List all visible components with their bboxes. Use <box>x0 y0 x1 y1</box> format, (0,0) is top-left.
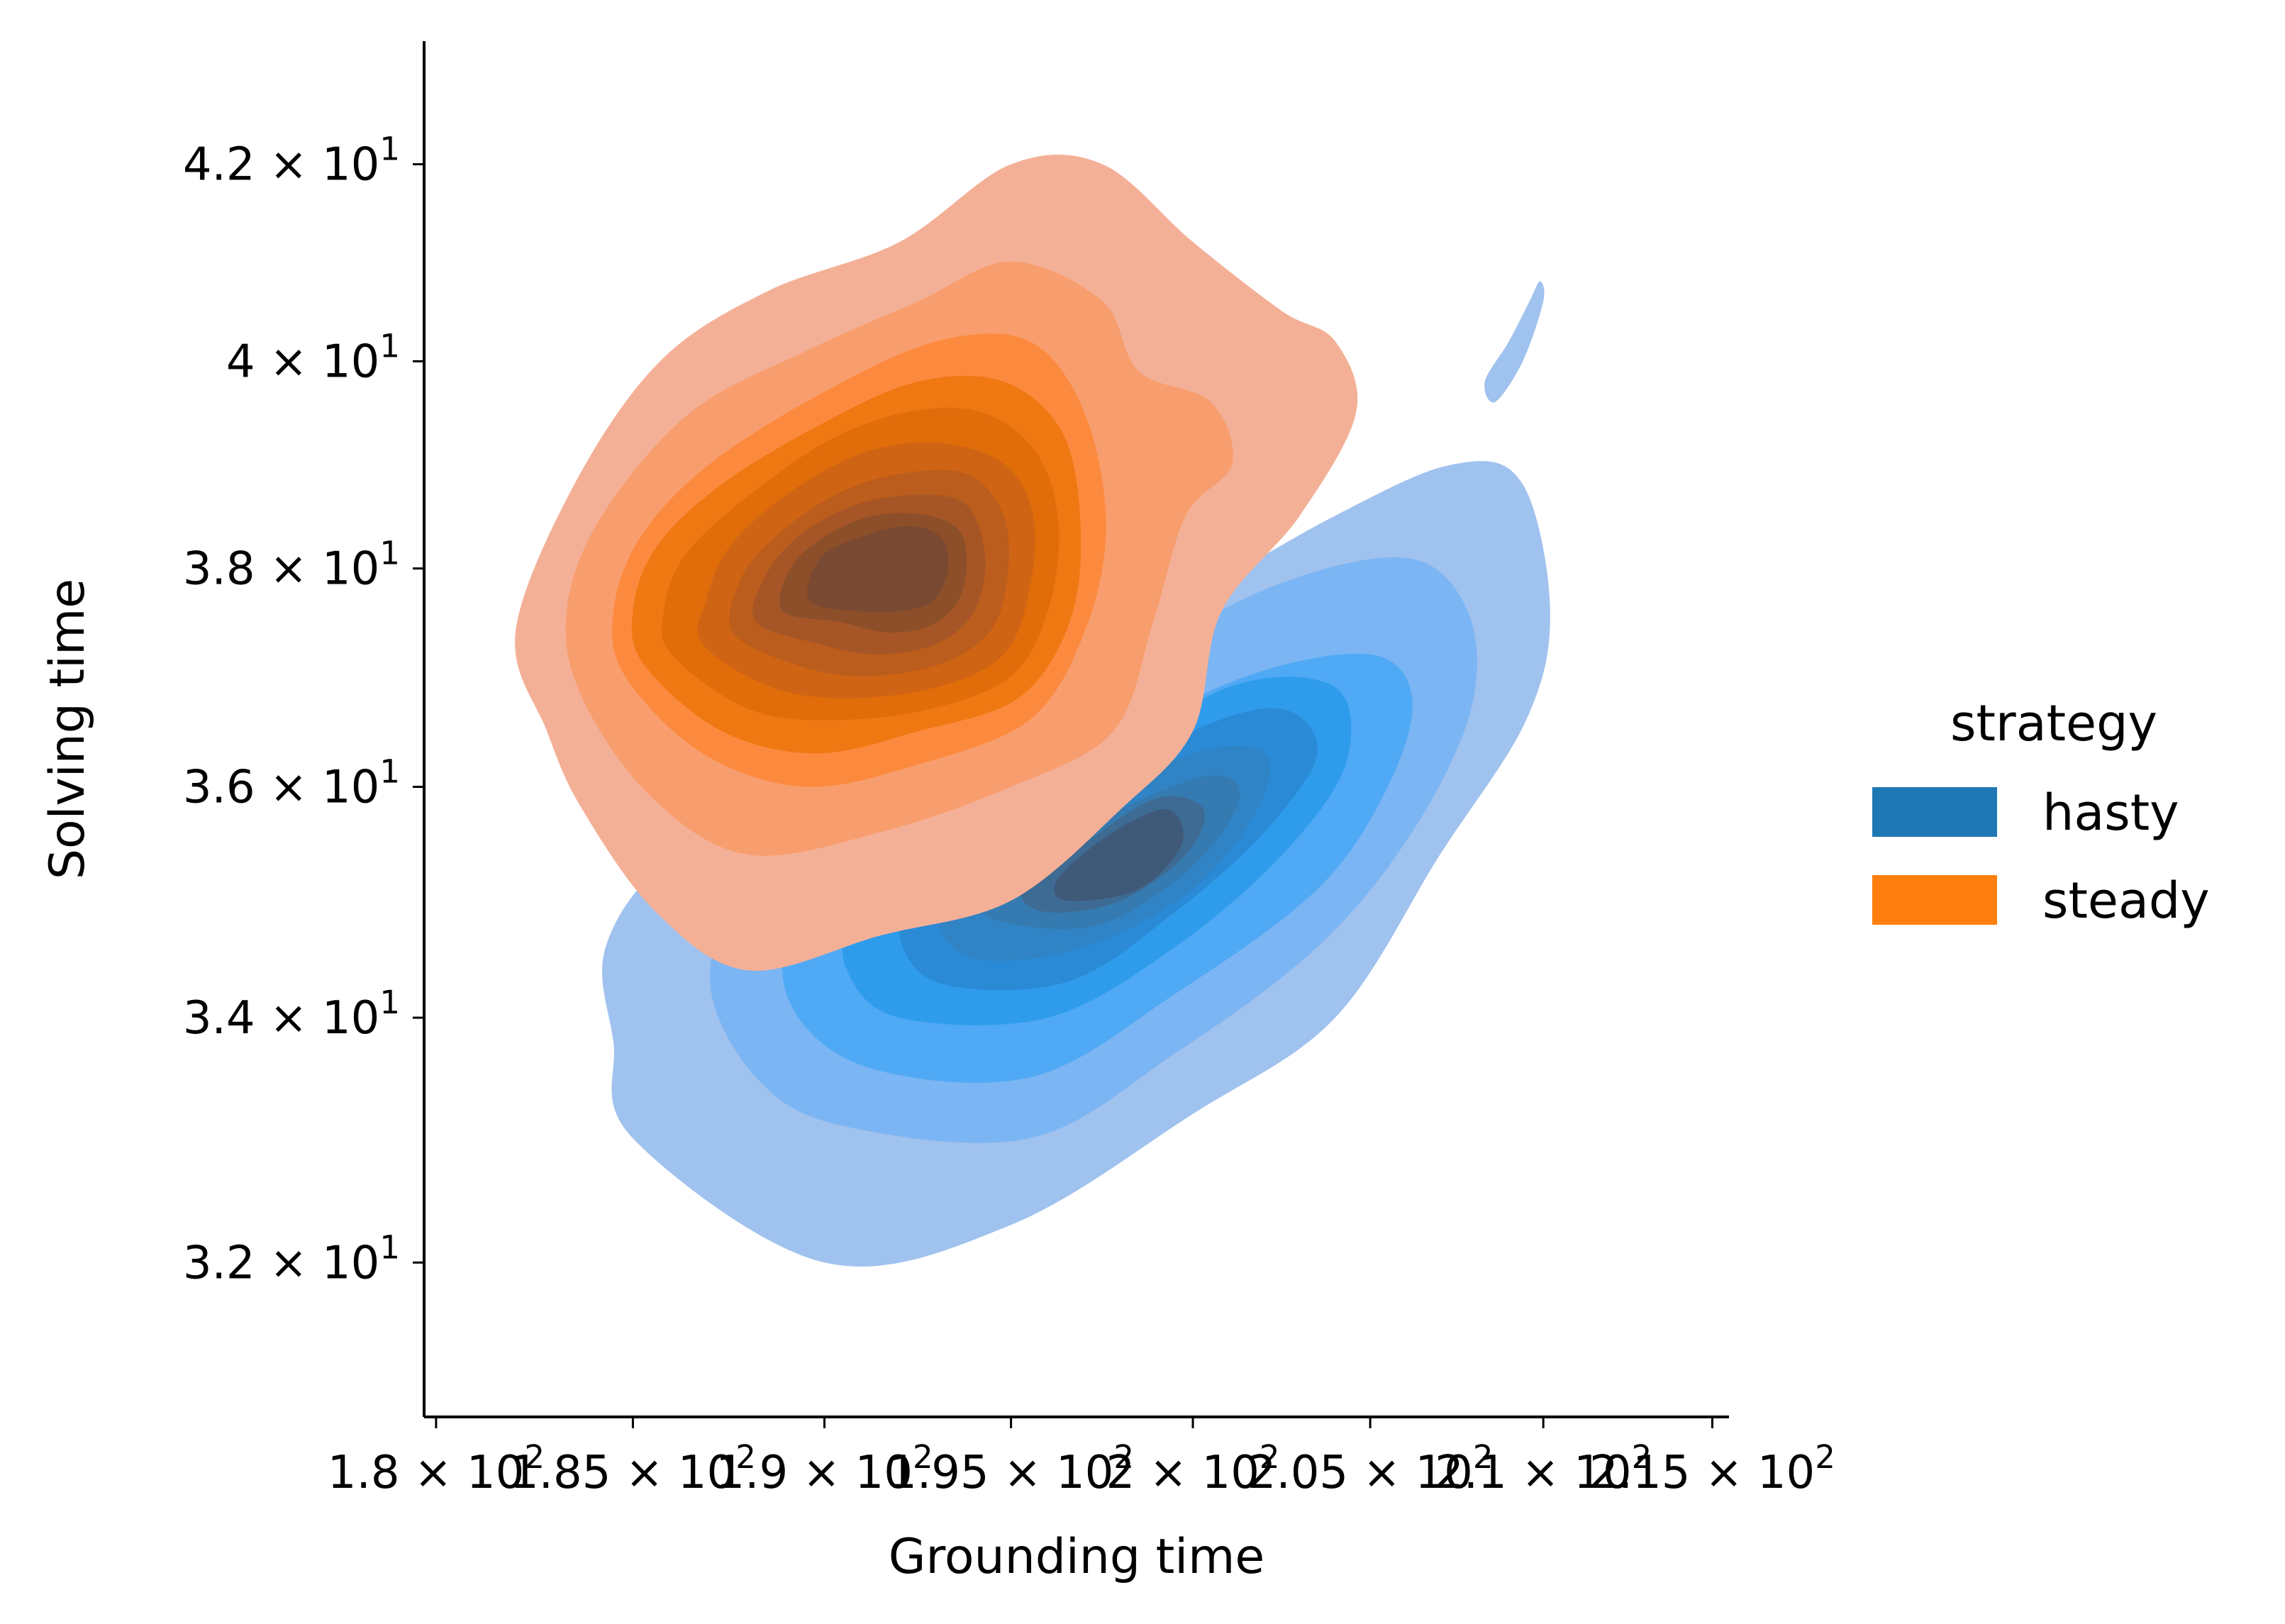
y-tick-label: 3.2 × 101 <box>183 1228 400 1289</box>
x-tick-label: 1.85 × 102 <box>510 1438 756 1499</box>
y-tick-label: 4 × 101 <box>226 327 400 388</box>
y-axis-title: Solving time <box>40 579 96 879</box>
x-tick-label: 2.05 × 102 <box>1247 1438 1494 1499</box>
series-hasty-island-0 <box>1484 281 1545 403</box>
series-steady-density <box>515 154 1358 971</box>
x-tick-label: 2.1 × 102 <box>1435 1438 1652 1499</box>
legend: strategy hasty steady <box>1872 694 2210 930</box>
legend-label-hasty: hasty <box>2042 784 2179 842</box>
y-tick-label: 3.4 × 101 <box>183 984 400 1045</box>
legend-swatch-steady <box>1872 875 1997 925</box>
y-tick-label: 4.2 × 101 <box>183 130 400 191</box>
x-axis-title: Grounding time <box>889 1529 1265 1585</box>
plot-area <box>515 154 1550 1267</box>
x-tick-label: 1.8 × 102 <box>328 1438 545 1499</box>
series-steady-contour-level-10 <box>807 526 949 613</box>
x-tick-label: 1.9 × 102 <box>716 1438 933 1499</box>
y-tick-label: 3.8 × 101 <box>183 535 400 596</box>
x-tick-label: 2 × 102 <box>1106 1438 1279 1499</box>
series-hasty-contour-level-9 <box>1054 809 1184 901</box>
legend-swatch-hasty <box>1872 787 1997 837</box>
y-axis-ticks: 3.2 × 101 3.4 × 101 3.6 × 101 3.8 × 101 4 × … <box>183 130 424 1289</box>
legend-label-steady: steady <box>2042 872 2210 930</box>
series-hasty-density <box>602 281 1550 1267</box>
x-tick-label: 2.15 × 102 <box>1589 1438 1835 1499</box>
x-tick-label: 1.95 × 102 <box>888 1438 1134 1499</box>
legend-title: strategy <box>1950 694 2157 752</box>
y-tick-label: 3.6 × 101 <box>183 753 400 814</box>
